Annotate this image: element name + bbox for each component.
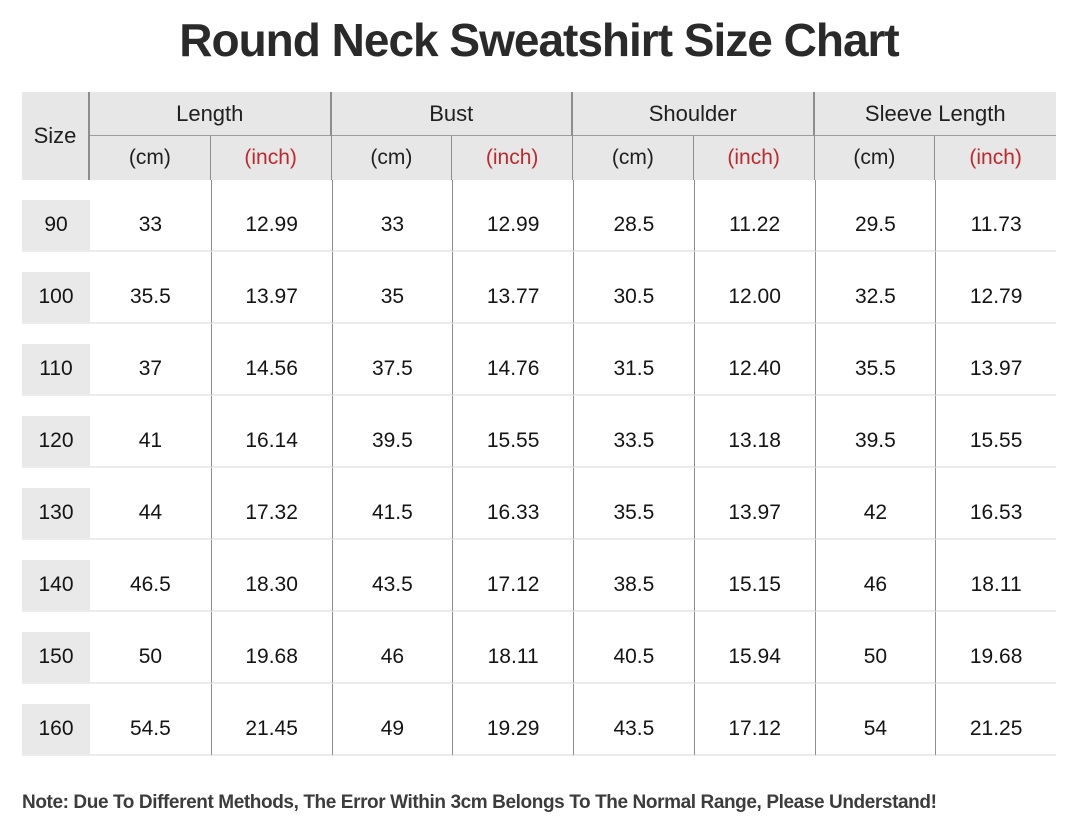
- unit-header-cm: (cm): [331, 136, 453, 180]
- measurement-cell-cm: 28.5: [573, 180, 694, 252]
- measurement-cell-cm: 50: [814, 612, 936, 684]
- measurement-cell-inch: 13.77: [452, 252, 573, 324]
- size-chip: 100: [22, 272, 90, 322]
- measurement-cell-cm: 46: [331, 612, 453, 684]
- measurement-cell-cm: 32.5: [814, 252, 936, 324]
- measurement-cell-inch: 13.18: [693, 396, 815, 468]
- measurement-cell-inch: 12.00: [693, 252, 815, 324]
- measurement-cell-cm: 46.5: [90, 540, 211, 612]
- group-header-sleeve-length: Sleeve Length: [814, 92, 1056, 136]
- size-chip: 90: [22, 200, 90, 250]
- measurement-cell-cm: 43.5: [573, 684, 694, 756]
- measurement-cell-cm: 41.5: [331, 468, 453, 540]
- measurement-cell-cm: 49: [331, 684, 453, 756]
- unit-header-inch: (inch): [935, 136, 1056, 180]
- measurement-cell-inch: 15.94: [693, 612, 815, 684]
- measurement-cell-cm: 39.5: [331, 396, 453, 468]
- unit-header-cm: (cm): [814, 136, 936, 180]
- measurement-cell-cm: 33: [90, 180, 211, 252]
- measurement-cell-inch: 21.45: [210, 684, 332, 756]
- measurement-cell-inch: 18.30: [210, 540, 332, 612]
- measurement-cell-cm: 33: [331, 180, 453, 252]
- measurement-cell-inch: 12.99: [210, 180, 332, 252]
- unit-header-inch: (inch): [452, 136, 573, 180]
- measurement-cell-cm: 38.5: [573, 540, 694, 612]
- measurement-cell-inch: 19.68: [935, 612, 1056, 684]
- measurement-cell-inch: 18.11: [452, 612, 573, 684]
- size-cell: 100: [22, 252, 90, 324]
- size-cell: 140: [22, 540, 90, 612]
- measurement-cell-inch: 14.76: [452, 324, 573, 396]
- measurement-cell-cm: 35.5: [573, 468, 694, 540]
- measurement-cell-cm: 50: [90, 612, 211, 684]
- size-cell: 130: [22, 468, 90, 540]
- unit-header-inch: (inch): [693, 136, 815, 180]
- measurement-cell-inch: 19.68: [210, 612, 332, 684]
- measurement-cell-cm: 41: [90, 396, 211, 468]
- measurement-cell-inch: 19.29: [452, 684, 573, 756]
- measurement-cell-inch: 15.15: [693, 540, 815, 612]
- group-header-length: Length: [90, 92, 332, 136]
- measurement-cell-inch: 21.25: [935, 684, 1056, 756]
- column-header-size: Size: [22, 92, 90, 180]
- size-chip: 160: [22, 704, 90, 754]
- unit-header-inch: (inch): [210, 136, 332, 180]
- group-header-bust: Bust: [331, 92, 573, 136]
- measurement-cell-inch: 11.73: [935, 180, 1056, 252]
- measurement-cell-cm: 35.5: [90, 252, 211, 324]
- page-title: Round Neck Sweatshirt Size Chart: [179, 14, 900, 66]
- group-header-shoulder: Shoulder: [573, 92, 815, 136]
- measurement-cell-inch: 13.97: [210, 252, 332, 324]
- measurement-cell-inch: 11.22: [693, 180, 815, 252]
- measurement-cell-cm: 40.5: [573, 612, 694, 684]
- size-table-body: 90 33 12.99 33 12.99 28.5 11.22 29.5 11.73 100 35.…: [22, 180, 1056, 756]
- measurement-cell-cm: 35.5: [814, 324, 936, 396]
- measurement-cell-cm: 33.5: [573, 396, 694, 468]
- measurement-cell-cm: 29.5: [814, 180, 936, 252]
- measurement-cell-inch: 17.32: [210, 468, 332, 540]
- size-cell: 90: [22, 180, 90, 252]
- measurement-cell-inch: 18.11: [935, 540, 1056, 612]
- size-cell: 150: [22, 612, 90, 684]
- measurement-cell-inch: 16.14: [210, 396, 332, 468]
- measurement-cell-cm: 54: [814, 684, 936, 756]
- measurement-cell-inch: 13.97: [935, 324, 1056, 396]
- measurement-cell-inch: 16.53: [935, 468, 1056, 540]
- measurement-cell-cm: 37: [90, 324, 211, 396]
- measurement-cell-inch: 16.33: [452, 468, 573, 540]
- size-chip: 140: [22, 560, 90, 610]
- measurement-cell-cm: 54.5: [90, 684, 211, 756]
- measurement-cell-cm: 43.5: [331, 540, 453, 612]
- unit-header-cm: (cm): [573, 136, 694, 180]
- measurement-cell-cm: 42: [814, 468, 936, 540]
- size-table: Size Length Bust Shoulder Sleeve Length …: [22, 92, 1056, 756]
- measurement-cell-cm: 37.5: [331, 324, 453, 396]
- size-cell: 120: [22, 396, 90, 468]
- size-chip: 150: [22, 632, 90, 682]
- measurement-cell-cm: 46: [814, 540, 936, 612]
- measurement-cell-cm: 35: [331, 252, 453, 324]
- measurement-cell-inch: 15.55: [452, 396, 573, 468]
- size-cell: 110: [22, 324, 90, 396]
- size-table-header: Size Length Bust Shoulder Sleeve Length …: [22, 92, 1056, 180]
- measurement-cell-inch: 12.40: [693, 324, 815, 396]
- measurement-cell-inch: 14.56: [210, 324, 332, 396]
- measurement-cell-inch: 17.12: [452, 540, 573, 612]
- size-chip: 130: [22, 488, 90, 538]
- measurement-cell-inch: 12.99: [452, 180, 573, 252]
- measurement-cell-cm: 30.5: [573, 252, 694, 324]
- note-text: Note: Due To Different Methods, The Erro…: [22, 792, 937, 813]
- size-chip: 110: [22, 344, 90, 394]
- measurement-cell-inch: 12.79: [935, 252, 1056, 324]
- size-chip: 120: [22, 416, 90, 466]
- measurement-cell-inch: 13.97: [693, 468, 815, 540]
- size-cell: 160: [22, 684, 90, 756]
- measurement-cell-cm: 31.5: [573, 324, 694, 396]
- measurement-cell-cm: 39.5: [814, 396, 936, 468]
- measurement-cell-cm: 44: [90, 468, 211, 540]
- measurement-cell-inch: 17.12: [693, 684, 815, 756]
- measurement-cell-inch: 15.55: [935, 396, 1056, 468]
- unit-header-cm: (cm): [90, 136, 211, 180]
